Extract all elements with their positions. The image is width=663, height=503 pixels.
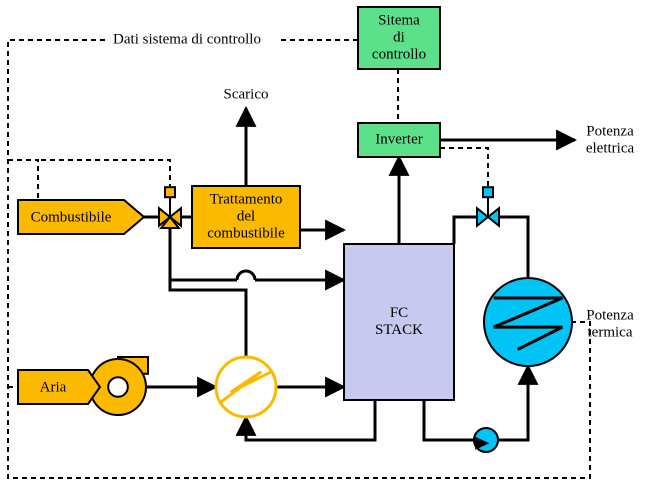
- label-potenza-th-1: termica: [588, 324, 633, 340]
- valve_orange-ctrl-sq: [165, 187, 175, 197]
- controllo-label-2: controllo: [372, 46, 426, 62]
- trattamento-label-2: combustibile: [207, 225, 285, 241]
- trattamento-label-0: Trattamento: [210, 191, 283, 207]
- ctrl-line-ctrl_inverter_to_valve_cyan: [440, 148, 488, 198]
- trattamento-label-1: del: [237, 208, 255, 224]
- fcstack-label-0: FC: [390, 305, 408, 321]
- label-scarico: Scarico: [224, 86, 269, 102]
- ctrl-line-ctrl_fuel_valve: [38, 160, 170, 198]
- combustibile-label: Combustibile: [31, 209, 112, 225]
- flow-stack_to_pump: [424, 400, 474, 440]
- label-potenza-el-1: elettrica: [586, 140, 635, 156]
- ctrl-line-ctrl_to_combustibile: [8, 160, 38, 200]
- valve_cyan-tri-r: [488, 208, 499, 226]
- inverter-label-0: Inverter: [375, 131, 422, 147]
- valve_cyan-tri-l: [477, 208, 488, 226]
- aria-label: Aria: [40, 379, 67, 395]
- controllo-label-0: Sitema: [378, 12, 420, 28]
- label-dati-ctrl: Dati sistema di controllo: [113, 31, 261, 47]
- flow-thermal_loop_up: [499, 217, 528, 278]
- hx-circle: [216, 357, 276, 417]
- ctrl-line-ctrl_main_bus: [8, 40, 590, 478]
- thermal-circle: [484, 278, 572, 366]
- controllo-label-1: di: [393, 29, 405, 45]
- flow-pump_to_thermal: [498, 366, 528, 440]
- label-potenza-el-0: Potenza: [586, 123, 634, 139]
- label-potenza-th-0: Potenza: [586, 307, 634, 323]
- flow-valve_cyan_to_stack: [454, 217, 477, 244]
- blower-hub: [108, 377, 128, 397]
- fcstack-label-1: STACK: [375, 322, 423, 338]
- flow-hopover_arc: [237, 271, 255, 280]
- valve_cyan-ctrl-sq: [483, 187, 493, 197]
